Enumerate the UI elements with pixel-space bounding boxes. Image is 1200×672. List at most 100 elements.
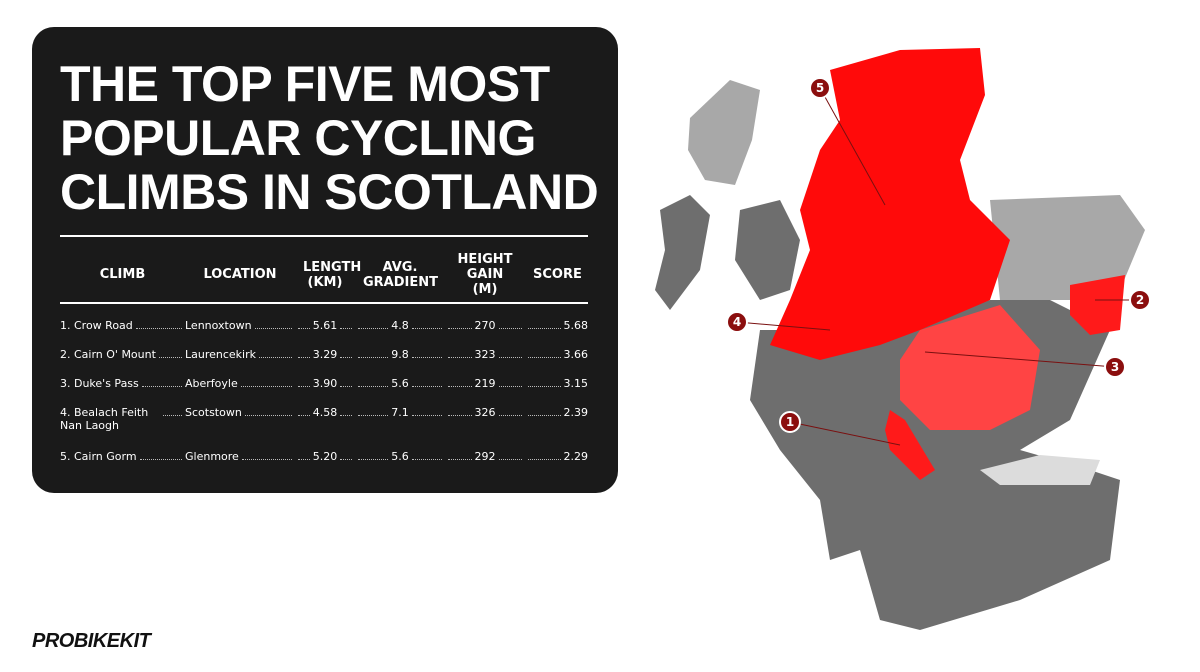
table-row: 2. Cairn O' Mount Laurencekirk 3.29 9.8 323 3… <box>60 348 588 361</box>
leader <box>340 406 352 416</box>
table-cell: Lennoxtown <box>185 319 295 332</box>
leader-line <box>924 351 1116 368</box>
table-cell: 292 <box>445 450 525 463</box>
table-cell: 4.8 <box>355 319 445 332</box>
island-region <box>735 200 800 300</box>
title-line: THE TOP FIVE MOST <box>60 56 550 112</box>
leader <box>358 450 389 460</box>
leader-line <box>789 421 901 446</box>
table-cell: 7.1 <box>355 406 445 432</box>
leader <box>528 377 561 387</box>
cell-text: 5.6 <box>391 377 409 390</box>
leader <box>244 406 292 416</box>
rule <box>60 235 588 237</box>
cell-text: 1. Crow Road <box>60 319 133 332</box>
cell-text: 5.20 <box>312 450 338 463</box>
marker-label: 4 <box>733 315 741 329</box>
cell-text: Glenmore <box>185 450 239 463</box>
island-region <box>688 80 760 185</box>
table-cell: 9.8 <box>355 348 445 361</box>
cell-text: 5.61 <box>312 319 338 332</box>
table-row: 3. Duke's Pass Aberfoyle 3.90 5.6 219 3.15 <box>60 377 588 390</box>
table-cell: 2. Cairn O' Mount <box>60 348 185 361</box>
cell-text: 3.90 <box>312 377 338 390</box>
table-cell: 3.66 <box>525 348 588 361</box>
leader <box>411 348 442 358</box>
column-header: CLIMB <box>99 267 146 282</box>
cell-text: 3.66 <box>563 348 589 361</box>
table-cell: 1. Crow Road <box>60 319 185 332</box>
table-row: 4. Bealach Feith Nan Laogh Scotstown 4.58 7… <box>60 406 588 432</box>
leader <box>340 319 352 329</box>
leader <box>241 450 292 460</box>
table-cell: Laurencekirk <box>185 348 295 361</box>
leader <box>298 406 310 416</box>
leader <box>448 319 472 329</box>
cell-text: 323 <box>474 348 496 361</box>
leader <box>358 406 389 416</box>
column-header: LOCATION <box>203 267 277 282</box>
leader <box>340 450 352 460</box>
leader <box>158 348 182 358</box>
leader <box>259 348 292 358</box>
leader <box>498 406 522 416</box>
leader <box>498 450 522 460</box>
leader <box>411 406 442 416</box>
leader-line <box>819 87 886 206</box>
title-line: POPULAR CYCLING <box>60 110 536 166</box>
highland-region <box>770 48 1010 360</box>
table-cell: 270 <box>445 319 525 332</box>
table-cell: 3.29 <box>295 348 355 361</box>
table-cell: 5.20 <box>295 450 355 463</box>
map-marker: 5 <box>809 77 831 99</box>
cell-text: 4.58 <box>312 406 338 419</box>
leader <box>340 377 352 387</box>
leader <box>254 319 292 329</box>
cell-text: 326 <box>474 406 496 419</box>
leader <box>139 450 182 460</box>
cell-text: 4.8 <box>391 319 409 332</box>
marker-circle <box>1129 289 1151 311</box>
marker-label: 3 <box>1111 360 1119 374</box>
table-cell: 5.61 <box>295 319 355 332</box>
table-cell: Aberfoyle <box>185 377 295 390</box>
leader <box>448 450 472 460</box>
cell-text: Aberfoyle <box>185 377 238 390</box>
table-cell: 4. Bealach Feith Nan Laogh <box>60 406 185 432</box>
table-cell: 5.68 <box>525 319 588 332</box>
leader <box>358 348 389 358</box>
cell-text: 5. Cairn Gorm <box>60 450 137 463</box>
cell-text: Lennoxtown <box>185 319 252 332</box>
cell-text: 9.8 <box>391 348 409 361</box>
leader <box>498 319 522 329</box>
cell-text: 292 <box>474 450 496 463</box>
map-marker: 3 <box>1104 356 1126 378</box>
table-cell: 5.6 <box>355 450 445 463</box>
cell-text: 3. Duke's Pass <box>60 377 139 390</box>
cell-text: 5.68 <box>563 319 589 332</box>
cell-text: Laurencekirk <box>185 348 256 361</box>
table-cell: 3.15 <box>525 377 588 390</box>
leader <box>448 348 472 358</box>
cell-text: 7.1 <box>391 406 409 419</box>
cell-text: 3.15 <box>563 377 589 390</box>
logo: PROBIKEKIT <box>32 630 151 652</box>
leader <box>448 406 472 416</box>
table-row: 1. Crow Road Lennoxtown 5.61 4.8 270 5.68 <box>60 319 588 332</box>
leader <box>163 406 182 416</box>
column-header: HEIGHT GAIN (M) <box>457 252 513 297</box>
leader <box>411 377 442 387</box>
leader <box>141 377 182 387</box>
ne-region <box>990 195 1145 300</box>
table-cell: 2.29 <box>525 450 588 463</box>
marker-circle <box>1104 356 1126 378</box>
leader <box>411 450 442 460</box>
leader <box>498 377 522 387</box>
angus-region <box>1070 275 1125 335</box>
cell-text: 2.29 <box>563 450 589 463</box>
leader <box>298 377 310 387</box>
regions <box>655 48 1145 630</box>
table-cell: 3. Duke's Pass <box>60 377 185 390</box>
leader <box>528 406 561 416</box>
